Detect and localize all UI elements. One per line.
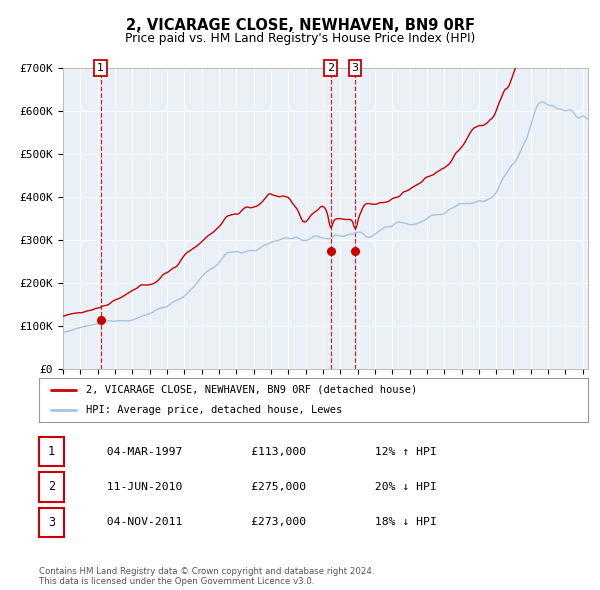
- Text: 1: 1: [97, 63, 104, 73]
- Text: 3: 3: [351, 63, 358, 73]
- Text: 2: 2: [327, 63, 334, 73]
- Text: Price paid vs. HM Land Registry's House Price Index (HPI): Price paid vs. HM Land Registry's House …: [125, 32, 475, 45]
- Text: 2, VICARAGE CLOSE, NEWHAVEN, BN9 0RF: 2, VICARAGE CLOSE, NEWHAVEN, BN9 0RF: [125, 18, 475, 32]
- Text: 2: 2: [48, 480, 55, 493]
- Text: 04-NOV-2011          £273,000          18% ↓ HPI: 04-NOV-2011 £273,000 18% ↓ HPI: [93, 517, 437, 527]
- Text: 2, VICARAGE CLOSE, NEWHAVEN, BN9 0RF (detached house): 2, VICARAGE CLOSE, NEWHAVEN, BN9 0RF (de…: [86, 385, 417, 395]
- Text: HPI: Average price, detached house, Lewes: HPI: Average price, detached house, Lewe…: [86, 405, 342, 415]
- Text: 04-MAR-1997          £113,000          12% ↑ HPI: 04-MAR-1997 £113,000 12% ↑ HPI: [93, 447, 437, 457]
- Text: 3: 3: [48, 516, 55, 529]
- Text: Contains HM Land Registry data © Crown copyright and database right 2024.
This d: Contains HM Land Registry data © Crown c…: [39, 567, 374, 586]
- Text: 11-JUN-2010          £275,000          20% ↓ HPI: 11-JUN-2010 £275,000 20% ↓ HPI: [93, 482, 437, 492]
- Text: 1: 1: [48, 445, 55, 458]
